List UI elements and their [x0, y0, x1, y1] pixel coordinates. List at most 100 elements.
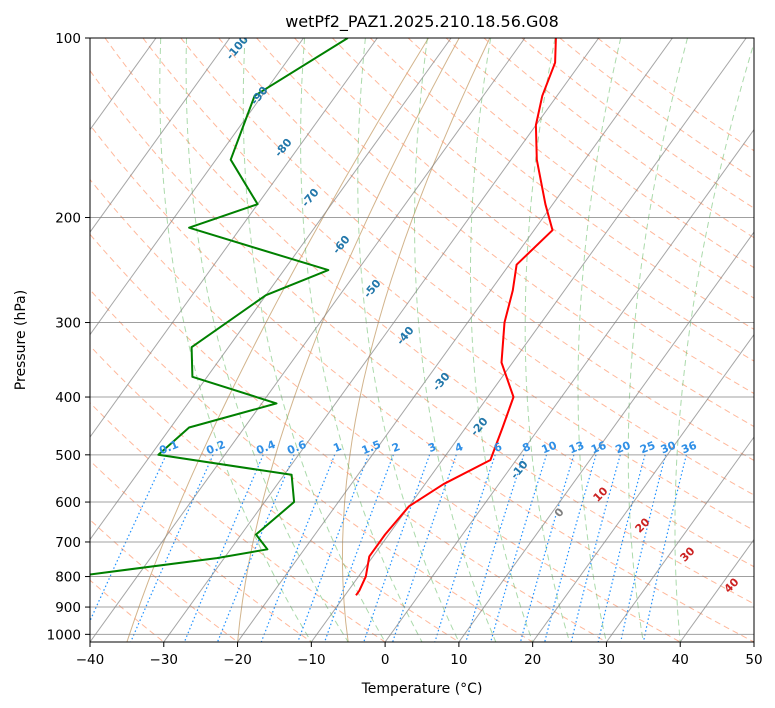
mixing-ratio-line — [324, 454, 394, 642]
isotherm-line — [237, 38, 673, 642]
dry-adiabat-line — [559, 38, 754, 180]
x-tick-label: 0 — [381, 652, 390, 668]
moist-adiabat-line — [524, 38, 571, 642]
mixing-ratio-line — [183, 454, 264, 642]
isotherm-line — [310, 38, 747, 642]
y-tick-label: 1000 — [47, 627, 81, 643]
x-tick-label: −30 — [150, 652, 179, 668]
dry-adiabat-line — [90, 69, 754, 605]
dry-adiabat-label: 30 — [678, 544, 698, 564]
dry-adiabat-line — [104, 38, 754, 568]
y-axis: 100 200 300 400 500 600 700 800 900 1000 — [47, 31, 90, 643]
dry-adiabat-line — [90, 178, 681, 642]
dry-adiabat-line — [90, 233, 607, 642]
theta-e-line — [126, 38, 429, 642]
mixing-ratio-line — [642, 454, 687, 642]
isotherm-line — [0, 38, 8, 642]
x-tick-label: −10 — [297, 652, 326, 668]
x-axis-label: Temperature (°C) — [361, 681, 483, 697]
grid-lines — [0, 38, 754, 642]
moist-adiabat-line — [357, 38, 460, 642]
isotherm-line — [90, 38, 231, 233]
x-tick-label: −20 — [223, 652, 252, 668]
isotherm-line — [90, 38, 452, 541]
mixing-ratio-label: 1 — [331, 440, 343, 455]
mixing-ratio-line — [465, 454, 525, 642]
plot-frame — [89, 37, 755, 643]
moist-adiabat-label: -10 — [508, 458, 531, 482]
dewpoint-profile-line — [90, 38, 349, 576]
mixing-ratio-label: 30 — [659, 439, 678, 457]
mixing-ratio-line — [260, 454, 336, 642]
moist-adiabat-line — [159, 38, 312, 642]
isotherm-line — [458, 231, 754, 642]
y-tick-label: 400 — [55, 390, 81, 406]
mixing-ratio-line — [519, 454, 575, 642]
moist-adiabat-label: -60 — [330, 233, 353, 257]
mixing-ratio-label: 20 — [613, 439, 632, 457]
isotherm-line — [90, 38, 526, 642]
mixing-ratio-line — [297, 454, 370, 642]
background-lines — [90, 38, 754, 642]
mixing-ratio-line — [620, 454, 667, 642]
theta-e-line — [341, 38, 491, 642]
dry-adiabat-line — [90, 124, 754, 642]
y-tick-label: 200 — [55, 211, 81, 227]
mixing-ratio-label: 3 — [426, 440, 438, 455]
isotherm-line — [163, 38, 600, 642]
mixing-ratio-label: 36 — [680, 439, 699, 457]
temperature-profile-line — [355, 38, 557, 596]
dry-adiabat-line — [483, 38, 754, 239]
dry-adiabat-line — [407, 38, 754, 299]
mixing-ratio-label: 4 — [453, 440, 465, 455]
dry-adiabat-line — [90, 345, 460, 642]
mixing-ratio-line — [597, 454, 646, 642]
mixing-ratio-label: 16 — [589, 439, 608, 457]
x-tick-label: 30 — [598, 652, 615, 668]
moist-adiabat-label: -100 — [223, 33, 251, 63]
y-tick-label: 700 — [55, 535, 81, 551]
y-axis-label: Pressure (hPa) — [13, 290, 29, 390]
moist-adiabat-label: -80 — [272, 136, 295, 160]
mixing-ratio-line — [434, 454, 496, 642]
theta-e-line — [237, 38, 460, 642]
moist-adiabat-line — [627, 38, 688, 642]
y-tick-label: 500 — [55, 448, 81, 464]
x-tick-label: 50 — [745, 652, 762, 668]
moist-adiabat-label: -30 — [430, 370, 453, 394]
moist-adiabat-label: -40 — [394, 324, 417, 348]
dry-adiabat-line — [180, 38, 754, 496]
isotherm-line — [384, 128, 754, 642]
dry-adiabat-line — [521, 38, 754, 209]
moist-adiabat-line — [470, 38, 534, 642]
isotherm-line — [606, 436, 754, 642]
y-tick-label: 100 — [55, 31, 81, 47]
mixing-ratio-label: 8 — [520, 440, 532, 455]
moist-adiabat-label: -50 — [361, 277, 384, 301]
mixing-ratio-line — [90, 454, 167, 623]
mixing-ratio-label: 13 — [567, 439, 586, 457]
moist-adiabat-line — [413, 38, 497, 642]
dry-adiabat-line — [369, 38, 754, 330]
x-tick-label: 10 — [450, 652, 467, 668]
x-tick-label: −40 — [76, 652, 105, 668]
isotherm-line — [90, 38, 378, 438]
mixing-ratio-line — [490, 454, 548, 642]
moist-adiabat-line — [185, 38, 349, 642]
dry-adiabat-label: 40 — [722, 575, 742, 595]
isotherm-line — [532, 333, 754, 642]
moist-adiabat-label: -70 — [299, 186, 322, 210]
moist-adiabat-line — [674, 41, 754, 642]
line-labels: 0.1 0.2 0.4 0.6 1 1.5 2 3 4 6 8 10 13 16 20 25 30 36-100-… — [157, 33, 742, 596]
mixing-ratio-line — [363, 454, 431, 642]
dry-adiabat-line — [597, 38, 754, 152]
mixing-ratio-line — [392, 454, 457, 642]
x-axis: −40 −30 −20 −10 0 10 20 30 40 50 — [76, 642, 763, 668]
moist-adiabat-line — [577, 38, 622, 642]
mixing-ratio-line — [544, 454, 597, 642]
dry-adiabat-line — [90, 289, 533, 642]
moist-adiabat-label: 0 — [552, 505, 567, 519]
y-tick-label: 900 — [55, 600, 81, 616]
moist-adiabat-line — [300, 38, 423, 642]
